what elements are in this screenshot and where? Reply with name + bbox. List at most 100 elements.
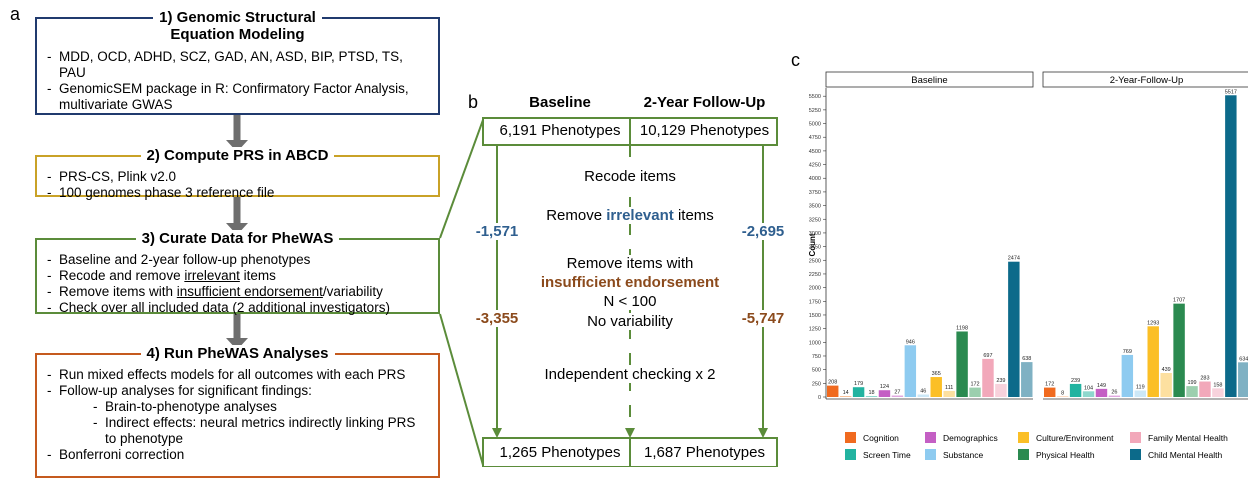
bar — [995, 384, 1006, 397]
bar — [1070, 384, 1081, 397]
legend-swatch — [1130, 449, 1141, 460]
bar — [853, 387, 864, 397]
bar — [827, 386, 838, 397]
y-tick-label: 4000 — [809, 176, 821, 182]
bar-value-label: 8 — [1061, 391, 1064, 397]
legend-label: Culture/Environment — [1036, 433, 1114, 443]
bar-value-label: 172 — [970, 382, 979, 388]
y-tick-label: 2500 — [809, 258, 821, 264]
y-tick-label: 5250 — [809, 108, 821, 114]
y-tick-label: 2750 — [809, 245, 821, 251]
y-tick-label: 3000 — [809, 231, 821, 237]
bar-value-label: 239 — [996, 378, 1005, 384]
y-tick-label: 5500 — [809, 94, 821, 100]
bar-value-label: 27 — [894, 390, 900, 396]
y-tick-label: 4250 — [809, 163, 821, 169]
bar — [969, 388, 980, 397]
bar — [1083, 391, 1094, 397]
y-tick-label: 500 — [812, 368, 821, 374]
legend-label: Physical Health — [1036, 450, 1095, 460]
bar — [1096, 389, 1107, 397]
legend-label: Screen Time — [863, 450, 911, 460]
legend-swatch — [1130, 432, 1141, 443]
bar — [982, 359, 993, 397]
bar-value-label: 365 — [932, 371, 941, 377]
bar-value-label: 634 — [1239, 356, 1248, 362]
bar-value-label: 124 — [880, 384, 889, 390]
bar-value-label: 172 — [1045, 382, 1054, 388]
bar — [943, 391, 954, 397]
bar — [840, 396, 851, 397]
bar — [1148, 326, 1159, 397]
bar-value-label: 26 — [1111, 390, 1117, 396]
bar — [1008, 262, 1019, 397]
bar — [1225, 95, 1236, 397]
bar-value-label: 239 — [1071, 378, 1080, 384]
bar-value-label: 158 — [1213, 382, 1222, 388]
y-tick-label: 2000 — [809, 286, 821, 292]
bar — [918, 394, 929, 397]
bar-value-label: 697 — [983, 353, 992, 359]
y-tick-label: 5000 — [809, 122, 821, 128]
facet-title: Baseline — [911, 75, 947, 86]
bar — [1135, 390, 1146, 397]
bar — [1122, 355, 1133, 397]
y-tick-label: 1500 — [809, 313, 821, 319]
legend-label: Child Mental Health — [1148, 450, 1222, 460]
bar — [866, 396, 877, 397]
bar-value-label: 2474 — [1008, 256, 1020, 262]
bar — [1044, 388, 1055, 397]
bar-value-label: 179 — [854, 381, 863, 387]
bar — [956, 331, 967, 397]
bar — [1109, 396, 1120, 397]
bar-value-label: 1707 — [1173, 298, 1185, 304]
legend-swatch — [1018, 432, 1029, 443]
figure: { "panel_a": { "label": "a", "boxes": [ … — [0, 0, 1248, 467]
panel-label: c — [791, 50, 800, 70]
bar-value-label: 149 — [1097, 383, 1106, 389]
legend-label: Substance — [943, 450, 983, 460]
facet-title: 2-Year-Follow-Up — [1110, 75, 1184, 86]
y-tick-label: 1000 — [809, 340, 821, 346]
bar-value-label: 18 — [868, 390, 874, 396]
legend-swatch — [1018, 449, 1029, 460]
y-tick-label: 1750 — [809, 299, 821, 305]
bar-value-label: 104 — [1084, 385, 1093, 391]
bar-value-label: 1198 — [956, 325, 968, 331]
y-tick-label: 1250 — [809, 327, 821, 333]
bar-value-label: 208 — [828, 380, 837, 386]
y-tick-label: 2250 — [809, 272, 821, 278]
bar-value-label: 199 — [1187, 380, 1196, 386]
bar — [1173, 304, 1184, 397]
y-tick-label: 3250 — [809, 217, 821, 223]
legend-label: Demographics — [943, 433, 998, 443]
legend-label: Cognition — [863, 433, 899, 443]
y-tick-label: 0 — [818, 395, 821, 401]
bar — [879, 390, 890, 397]
bar — [1199, 382, 1210, 397]
bar-value-label: 769 — [1123, 349, 1132, 355]
bar — [1160, 373, 1171, 397]
bar-value-label: 439 — [1162, 367, 1171, 373]
y-tick-label: 4500 — [809, 149, 821, 155]
bar-value-label: 14 — [843, 390, 849, 396]
y-tick-label: 250 — [812, 381, 821, 387]
legend-swatch — [925, 449, 936, 460]
bar-value-label: 946 — [906, 339, 915, 345]
bar-value-label: 283 — [1200, 376, 1209, 382]
y-tick-label: 750 — [812, 354, 821, 360]
legend-swatch — [845, 432, 856, 443]
legend-label: Family Mental Health — [1148, 433, 1228, 443]
bar-value-label: 5517 — [1225, 89, 1237, 95]
bar — [892, 396, 903, 397]
bar — [1212, 388, 1223, 397]
bar — [1021, 362, 1032, 397]
bar — [1186, 386, 1197, 397]
legend-swatch — [925, 432, 936, 443]
legend-swatch — [845, 449, 856, 460]
y-tick-label: 3500 — [809, 204, 821, 210]
chart: cCount0250500750100012501500175020002250… — [0, 0, 1248, 467]
y-tick-label: 3750 — [809, 190, 821, 196]
y-tick-label: 4750 — [809, 135, 821, 141]
bar — [931, 377, 942, 397]
